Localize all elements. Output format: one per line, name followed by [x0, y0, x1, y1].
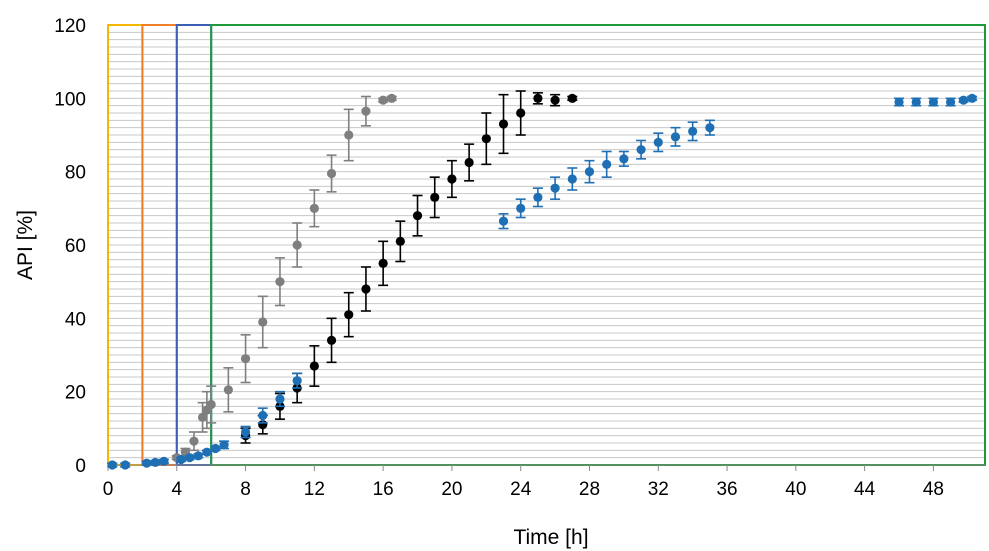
y-tick-label: 80: [65, 163, 86, 184]
data-point: [176, 454, 186, 465]
data-point: [193, 451, 203, 461]
grid-lines: [108, 24, 985, 466]
y-tick-label: 120: [54, 16, 86, 37]
y-tick-label: 40: [65, 309, 86, 330]
x-tick-label: 44: [854, 479, 876, 500]
data-point: [219, 440, 229, 450]
data-point: [344, 310, 354, 320]
series-1: [240, 90, 578, 444]
data-point: [498, 119, 509, 129]
data-point: [670, 132, 681, 142]
x-tick-label: 40: [785, 479, 806, 500]
data-point: [516, 203, 526, 213]
data-point: [150, 457, 160, 468]
data-point: [498, 216, 509, 226]
data-point: [584, 167, 595, 177]
data-point: [159, 456, 169, 466]
x-axis-title: Time [h]: [513, 526, 588, 549]
data-point: [705, 123, 715, 133]
plot-series: [107, 90, 978, 470]
data-point: [636, 145, 646, 155]
data-point: [533, 192, 543, 202]
data-point: [533, 93, 543, 103]
data-point: [361, 106, 371, 116]
data-point: [928, 97, 939, 107]
data-point: [430, 192, 440, 202]
data-point: [967, 93, 977, 103]
y-tick-label: 100: [54, 89, 86, 110]
data-point: [946, 97, 956, 107]
x-tick-label: 8: [240, 479, 251, 500]
data-point: [107, 460, 117, 470]
data-point: [223, 385, 233, 395]
x-tick-label: 20: [441, 479, 462, 500]
x-tick-label: 36: [716, 479, 737, 500]
data-point: [344, 130, 354, 140]
data-point: [258, 317, 268, 327]
data-point: [550, 183, 560, 193]
y-tick-label: 60: [65, 236, 86, 257]
x-tick-label: 0: [103, 479, 114, 500]
x-tick-label: 28: [579, 479, 600, 500]
data-point: [894, 97, 904, 107]
data-point: [197, 412, 208, 422]
x-tick-label: 32: [648, 479, 669, 500]
x-tick-label: 12: [304, 479, 325, 500]
data-point: [120, 460, 130, 470]
data-point: [142, 458, 152, 468]
data-point: [447, 174, 457, 184]
data-point: [602, 159, 612, 169]
x-tick-label: 24: [510, 479, 532, 500]
data-point: [395, 236, 405, 246]
data-point: [309, 203, 319, 213]
x-tick-label: 48: [923, 479, 944, 500]
data-point: [258, 410, 268, 421]
data-point: [326, 168, 337, 179]
data-point: [516, 108, 526, 118]
x-tick-label: 16: [373, 479, 394, 500]
data-point: [206, 399, 216, 410]
data-point: [653, 137, 663, 147]
x-axis: 0 4 8 12 16 20 24 28 32 36 40 44 48: [103, 464, 985, 500]
data-point: [275, 394, 285, 404]
data-point: [688, 126, 698, 136]
data-point: [550, 95, 560, 105]
data-point: [240, 427, 251, 437]
data-point: [619, 154, 629, 164]
x-tick-label: 4: [171, 479, 182, 500]
data-point: [378, 95, 388, 105]
data-point: [567, 174, 577, 184]
data-point: [958, 95, 969, 105]
y-tick-label: 0: [75, 456, 86, 477]
data-point: [189, 436, 199, 446]
data-point: [412, 211, 423, 221]
data-point: [292, 240, 302, 250]
data-point: [378, 258, 388, 268]
data-point: [567, 93, 577, 103]
data-point: [210, 443, 221, 454]
data-point: [464, 157, 474, 168]
data-point: [387, 93, 397, 103]
data-point: [309, 361, 319, 371]
data-point: [481, 134, 491, 144]
data-point: [275, 277, 285, 287]
data-point: [326, 335, 337, 345]
y-tick-label: 20: [65, 383, 86, 404]
data-point: [911, 97, 921, 107]
data-point: [361, 284, 371, 294]
data-point: [202, 447, 212, 457]
y-axis: 0 20 40 60 80 100 120: [54, 16, 86, 477]
data-point: [292, 376, 302, 386]
data-point: [240, 354, 251, 364]
y-axis-title: API [%]: [14, 210, 37, 280]
series-2: [107, 93, 978, 470]
data-point: [185, 453, 195, 463]
